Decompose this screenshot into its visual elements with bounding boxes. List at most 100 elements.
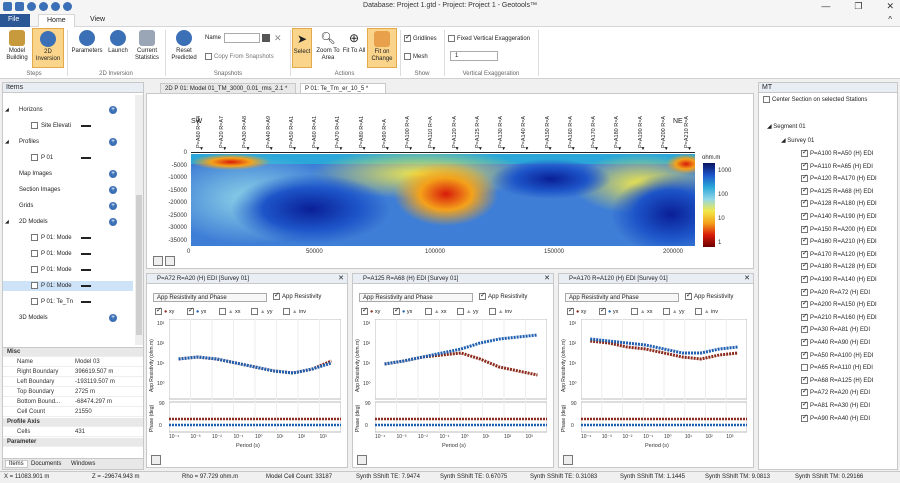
station-label[interactable]: P=A30 R=A8 (242, 115, 249, 148)
tree-item[interactable]: Grids + (3, 201, 133, 211)
add-icon[interactable]: + (109, 314, 117, 322)
mt-station-item[interactable]: P=A40 R=A90 (H) EDI (801, 337, 870, 348)
mt-station-item[interactable]: P=A125 R=A68 (H) EDI (801, 186, 873, 197)
plot-type-dropdown[interactable]: App Resistivity and Phase (565, 293, 679, 302)
mt-station-item[interactable]: P=A160 R=A210 (H) EDI (801, 236, 877, 247)
visibility-checkbox[interactable] (31, 154, 38, 161)
snapshot-name-input[interactable] (224, 33, 260, 43)
station-label[interactable]: P=A110 R=A (428, 116, 435, 148)
tree-item[interactable]: ◢ Profiles + (3, 137, 133, 147)
mt-station-item[interactable]: P=A200 R=A150 (H) EDI (801, 299, 877, 310)
add-icon[interactable]: + (109, 170, 117, 178)
station-checkbox[interactable] (801, 224, 808, 234)
tab-file[interactable]: File (0, 14, 30, 27)
legend-yx[interactable]: ● yx (599, 306, 618, 315)
mt-station-item[interactable]: P=A90 R=A40 (H) EDI (801, 413, 870, 424)
tree-item[interactable]: ◢ Horizons + (3, 105, 133, 115)
doc-tab-active[interactable]: P 01: Te_Tm_er_10_5 * (300, 83, 386, 93)
response-plot[interactable] (581, 319, 747, 454)
mt-station-item[interactable]: P=A120 R=A170 (H) EDI (801, 173, 877, 184)
station-label[interactable]: P=A50 R=A1 (288, 115, 295, 148)
legend-yy[interactable]: ▲ yy (663, 308, 684, 315)
mt-station-item[interactable]: P=A128 R=A180 (H) EDI (801, 198, 877, 209)
launch-button[interactable]: Launch (104, 30, 132, 55)
expand-icon[interactable]: ◢ (5, 107, 9, 113)
inversion-2d-button[interactable]: 2D Inversion (32, 28, 64, 68)
segment-node[interactable]: ◢ Segment 01 (767, 124, 806, 130)
tab-items[interactable]: Items (5, 460, 28, 468)
property-row[interactable]: Left Boundary -193119.507 m (3, 378, 143, 387)
tree-item[interactable]: P 01: Mode (3, 249, 133, 259)
station-label[interactable]: P=A90 R=A (381, 118, 388, 148)
close-icon[interactable]: ✕ (544, 275, 550, 282)
legend-xy[interactable]: ● xy (155, 306, 174, 315)
station-label[interactable]: P=A130 R=A (498, 115, 505, 148)
station-checkbox[interactable] (801, 337, 808, 347)
tree-item[interactable]: Section Images + (3, 185, 133, 195)
refresh-icon[interactable] (51, 2, 60, 11)
property-category[interactable]: Misc (3, 348, 143, 357)
plot-type-dropdown[interactable]: App Resistivity and Phase (153, 293, 267, 302)
tab-documents[interactable]: Documents (31, 461, 62, 467)
property-row[interactable]: Right Boundary 396619.507 m (3, 368, 143, 377)
legend-yy[interactable]: ▲ yy (457, 308, 478, 315)
minimize-button[interactable]: — (821, 1, 831, 11)
station-label[interactable]: P=A150 R=A (544, 115, 551, 148)
property-row[interactable]: Cells 431 (3, 428, 143, 437)
legend-yx[interactable]: ● yx (393, 306, 412, 315)
legend-xx[interactable]: ▲ xx (631, 308, 652, 315)
property-row[interactable]: Cell Count 21550 (3, 408, 143, 417)
tree-item[interactable]: ◢ 2D Models + (3, 217, 133, 227)
subplot-tool-icon[interactable] (357, 455, 367, 465)
station-checkbox[interactable] (801, 148, 808, 158)
save-icon[interactable] (15, 2, 24, 11)
station-checkbox[interactable] (801, 186, 808, 196)
tree-item[interactable]: Map Images + (3, 169, 133, 179)
station-label[interactable]: P=A40 R=A9 (265, 115, 272, 148)
station-checkbox[interactable] (801, 211, 808, 221)
add-icon[interactable] (27, 2, 36, 11)
station-checkbox[interactable] (801, 312, 808, 322)
mt-station-item[interactable]: P=A20 R=A72 (H) EDI (801, 287, 870, 298)
visibility-checkbox[interactable] (31, 298, 38, 305)
station-label[interactable]: P=A140 R=A (521, 115, 528, 148)
station-checkbox[interactable] (801, 324, 808, 334)
tree-item[interactable]: P 01: Te_Tn (3, 297, 133, 307)
legend-xx[interactable]: ▲ xx (219, 308, 240, 315)
fit-on-change-button[interactable]: Fit on Change (367, 28, 397, 68)
mt-station-item[interactable]: P=A50 R=A100 (H) EDI (801, 350, 873, 361)
legend-yx[interactable]: ● yx (187, 306, 206, 315)
property-row[interactable]: Top Boundary 2725 m (3, 388, 143, 397)
mt-station-item[interactable]: P=A150 R=A200 (H) EDI (801, 224, 877, 235)
subplot-tool-icon[interactable] (563, 455, 573, 465)
add-icon[interactable]: + (109, 202, 117, 210)
mesh-checkbox[interactable]: Mesh (404, 53, 428, 60)
station-checkbox[interactable] (801, 350, 808, 360)
station-checkbox[interactable] (801, 364, 808, 372)
station-checkbox[interactable] (801, 387, 808, 397)
station-label[interactable]: P=A120 R=A (451, 115, 458, 148)
mt-station-item[interactable]: P=A190 R=A140 (H) EDI (801, 274, 877, 285)
mt-station-item[interactable]: P=A170 R=A120 (H) EDI (801, 249, 877, 260)
mt-station-item[interactable]: P=A140 R=A190 (H) EDI (801, 211, 877, 222)
station-checkbox[interactable] (801, 161, 808, 171)
tree-item[interactable]: 3D Models + (3, 313, 133, 323)
delete-snapshot-icon[interactable]: ✕ (274, 33, 282, 43)
app-resistivity-checkbox[interactable]: App Resistivity (685, 291, 733, 300)
collapse-ribbon-icon[interactable]: ^ (888, 15, 892, 24)
property-category[interactable]: Parameter (3, 438, 143, 447)
center-section-checkbox[interactable]: Center Section on selected Stations (763, 96, 867, 103)
tab-home[interactable]: Home (38, 14, 75, 28)
station-checkbox[interactable] (801, 375, 808, 385)
fixed-vertical-exaggeration-checkbox[interactable]: Fixed Vertical Exaggeration (448, 35, 530, 42)
station-label[interactable]: P=A200 R=A (660, 115, 667, 148)
station-label[interactable]: P=A190 R=A (637, 115, 644, 148)
close-button[interactable]: ✕ (886, 1, 894, 11)
fit-to-all-button[interactable]: ⊕ Fit To All (342, 31, 366, 54)
expand-icon[interactable]: ◢ (5, 139, 9, 145)
mt-station-item[interactable]: P=A72 R=A20 (H) EDI (801, 387, 870, 398)
legend-yy[interactable]: ▲ yy (251, 308, 272, 315)
station-checkbox[interactable] (801, 198, 808, 208)
close-icon[interactable]: ✕ (338, 275, 344, 282)
legend-inv[interactable]: ▲ inv (283, 308, 306, 315)
